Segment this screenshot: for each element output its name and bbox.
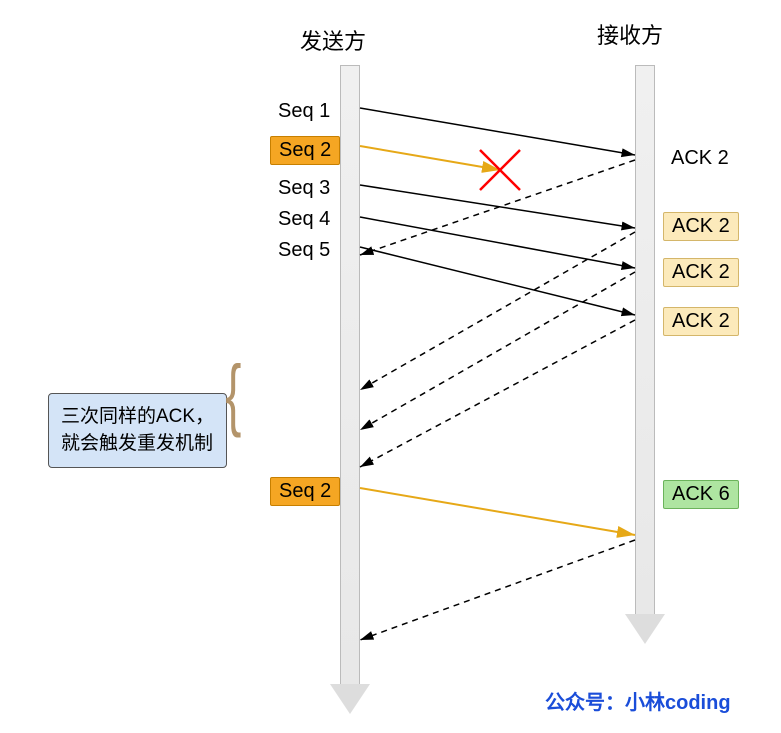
footer-credit: 公众号：小林coding [545,686,731,715]
arrow-solid-4 [360,247,635,315]
arrow-solid-3 [360,217,635,268]
ack-label-1: ACK 2 [663,212,739,241]
arrow-dashed-7 [360,272,635,430]
arrow-dashed-5 [360,160,635,255]
seq-label-3: Seq 4 [270,206,338,233]
receiver-timeline [635,65,655,615]
sender-timeline [340,65,360,685]
cross-icon [480,150,520,190]
seq-label-2: Seq 3 [270,175,338,202]
seq-label-5: Seq 2 [270,477,340,506]
seq-label-4: Seq 5 [270,237,338,264]
note-line2: 就会触发重发机制 [61,433,213,454]
receiver-header: 接收方 [597,18,663,50]
arrow-lost-1 [360,146,500,170]
sender-header: 发送方 [300,24,366,56]
arrow-solid-0 [360,108,635,155]
note-line1: 三次同样的ACK， [61,406,214,427]
arrow-dashed-8 [360,320,635,467]
arrow-dashed-10 [360,540,635,640]
ack-label-2: ACK 2 [663,258,739,287]
ack-label-0: ACK 2 [663,145,737,172]
arrow-retrans-9 [360,488,635,535]
cross-icon [480,150,520,190]
retransmit-note: 三次同样的ACK， 就会触发重发机制 [48,393,227,468]
seq-label-1: Seq 2 [270,136,340,165]
ack-label-3: ACK 2 [663,307,739,336]
arrow-dashed-6 [360,232,635,390]
brace-icon: { [225,348,241,440]
ack-label-4: ACK 6 [663,480,739,509]
arrow-solid-2 [360,185,635,228]
seq-label-0: Seq 1 [270,98,338,125]
